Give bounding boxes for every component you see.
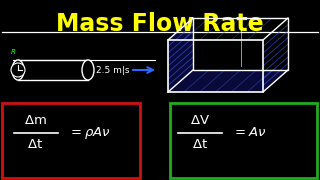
Ellipse shape xyxy=(11,63,25,77)
Ellipse shape xyxy=(12,60,24,80)
Text: $\Delta$m: $\Delta$m xyxy=(24,114,46,127)
Text: $= A\nu$: $= A\nu$ xyxy=(232,127,267,140)
Text: $\Delta$t: $\Delta$t xyxy=(27,138,43,150)
Bar xyxy=(2,103,140,178)
Text: $= \rho A\nu$: $= \rho A\nu$ xyxy=(68,125,111,141)
Ellipse shape xyxy=(82,60,94,80)
Polygon shape xyxy=(168,18,288,92)
Bar xyxy=(170,103,317,178)
Text: Mass Flow Rate: Mass Flow Rate xyxy=(56,12,264,36)
Text: R: R xyxy=(11,49,16,55)
Text: $\Delta$V: $\Delta$V xyxy=(190,114,210,127)
Text: 2.5 m|s: 2.5 m|s xyxy=(96,66,130,75)
Text: $\Delta$t: $\Delta$t xyxy=(192,138,208,150)
